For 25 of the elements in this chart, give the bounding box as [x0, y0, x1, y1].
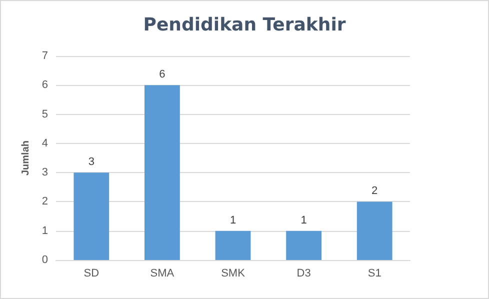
bar	[286, 230, 322, 260]
y-tick-label: 2	[42, 196, 48, 208]
chart-title: Pendidikan Terakhir	[143, 14, 346, 36]
y-tick-label: 5	[42, 108, 48, 120]
bar	[356, 202, 392, 260]
y-tick-label: 3	[42, 166, 48, 179]
x-tick-label: SD	[84, 268, 100, 280]
data-label: 3	[88, 156, 94, 168]
x-tick-label: SMK	[221, 268, 246, 280]
data-label: 1	[230, 214, 236, 226]
y-tick-label: 4	[42, 137, 48, 150]
y-tick-label: 6	[42, 79, 48, 92]
data-label: 1	[300, 214, 307, 226]
y-axis-title: Jumlah	[20, 140, 32, 176]
x-tick-label: S1	[368, 268, 382, 280]
x-tick-label: D3	[296, 268, 311, 280]
data-label: 6	[159, 68, 166, 81]
bar	[144, 85, 180, 260]
y-tick-label: 7	[42, 50, 48, 62]
bar	[74, 172, 110, 260]
y-tick-label: 0	[42, 254, 48, 266]
data-label: 2	[372, 185, 378, 198]
x-tick-label: SMA	[150, 268, 175, 280]
bar	[215, 230, 251, 260]
y-tick-label: 1	[42, 224, 48, 237]
